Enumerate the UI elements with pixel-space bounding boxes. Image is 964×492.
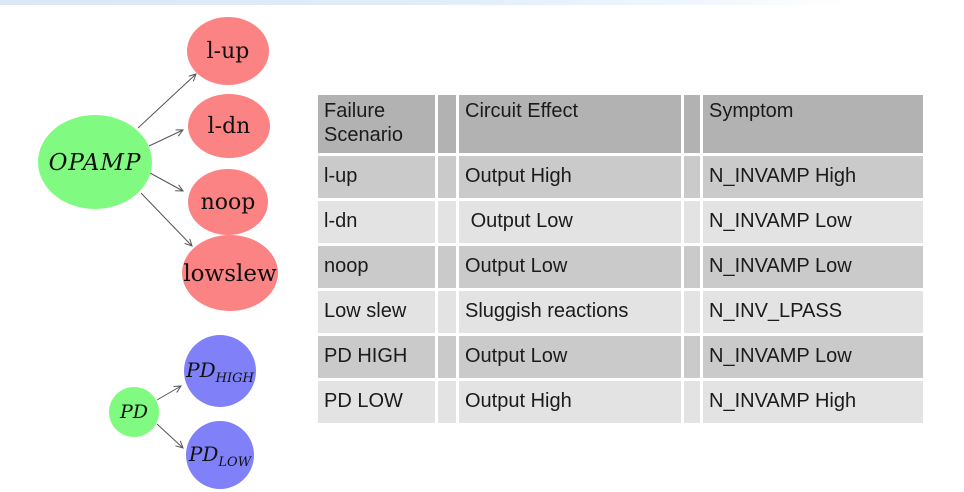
opamp-edges [137,74,196,246]
header-circuit-effect: Circuit Effect [459,95,681,153]
row0-symptom: N_INVAMP High [703,156,923,198]
node-noop: noop [188,169,268,235]
node-lup: l-up [187,17,269,85]
edge-opamp-lup [137,74,196,129]
row5-symptom: N_INVAMP High [703,381,923,423]
row1-effect: Output Low [459,201,681,243]
row5-spacer-2 [684,381,700,423]
row0-effect: Output High [459,156,681,198]
node-pdhigh-label: PDHIGH [185,358,254,386]
row2-effect: Output Low [459,246,681,288]
row4-effect: Output Low [459,336,681,378]
row5-scenario: PD LOW [318,381,435,423]
node-pdhigh: PDHIGH [184,335,256,407]
row3-spacer-2 [684,291,700,333]
edge-pd-pdhigh [156,386,181,401]
failure-table: Failure Scenario Circuit Effect Symptom … [318,95,923,423]
row2-spacer-1 [438,246,456,288]
node-pd: PD [109,387,159,437]
row3-effect: Sluggish reactions [459,291,681,333]
node-noop-label: noop [201,190,256,215]
fault-tree-diagram: OPAMP l-up l-dn noop lowslew PD PDHIGH [38,17,278,489]
row2-symptom: N_INVAMP Low [703,246,923,288]
node-ldn-label: l-dn [208,114,251,139]
row2-scenario: noop [318,246,435,288]
node-lowslew: lowslew [182,235,278,311]
row4-spacer-2 [684,336,700,378]
node-opamp-label: OPAMP [49,150,142,176]
row1-spacer-2 [684,201,700,243]
row3-scenario: Low slew [318,291,435,333]
row3-spacer-1 [438,291,456,333]
node-lowslew-label: lowslew [183,261,277,287]
row1-spacer-1 [438,201,456,243]
header-failure-scenario: Failure Scenario [318,95,435,153]
node-pdlow: PDLOW [186,421,254,489]
row0-spacer-2 [684,156,700,198]
row4-scenario: PD HIGH [318,336,435,378]
node-pd-label: PD [119,401,148,423]
header-spacer-2 [684,95,700,153]
row0-spacer-1 [438,156,456,198]
row4-symptom: N_INVAMP Low [703,336,923,378]
row5-effect: Output High [459,381,681,423]
edge-opamp-ldn [148,130,183,147]
window-edge-strip [0,0,964,5]
row4-spacer-1 [438,336,456,378]
header-spacer-1 [438,95,456,153]
node-lup-label: l-up [207,39,250,64]
row1-symptom: N_INVAMP Low [703,201,923,243]
row1-scenario: l-dn [318,201,435,243]
row5-spacer-1 [438,381,456,423]
header-symptom: Symptom [703,95,923,153]
node-opamp: OPAMP [38,115,152,209]
row3-symptom: N_INV_LPASS [703,291,923,333]
edge-opamp-noop [149,172,183,191]
edge-opamp-lowslew [140,192,192,246]
row0-scenario: l-up [318,156,435,198]
row2-spacer-2 [684,246,700,288]
node-pdlow-label: PDLOW [188,442,253,470]
edge-pd-pdlow [156,423,183,448]
node-ldn: l-dn [188,94,270,158]
pd-edges [156,386,183,448]
